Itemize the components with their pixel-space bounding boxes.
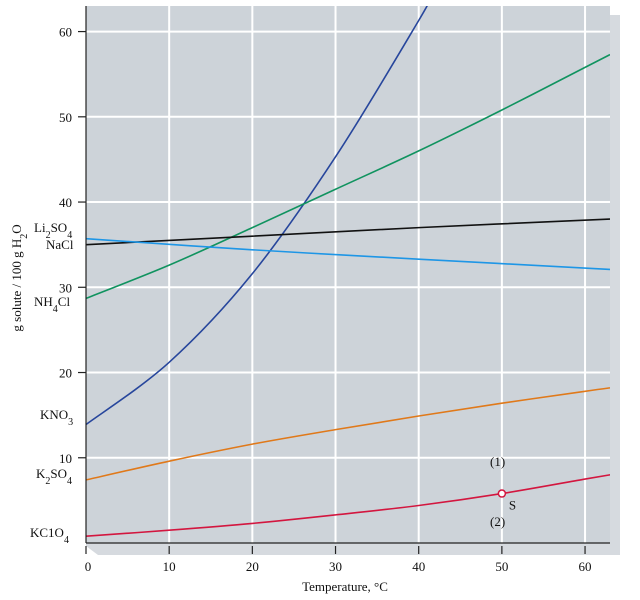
tick-labels: 10 20 30 40 50 60 0 10 20 30 40 50 60 (59, 25, 592, 574)
label-nacl: NaCl (46, 237, 74, 252)
series-line-kclo4 (86, 474, 610, 537)
label-k2so4: K2SO4 (36, 466, 72, 487)
x-axis-title: Temperature, °C (302, 579, 388, 594)
plot-background (86, 6, 610, 543)
x-tick-label-30: 30 (329, 559, 342, 574)
x-tick-label-60: 60 (579, 559, 592, 574)
label-nh4cl: NH4Cl (34, 294, 70, 315)
axes (78, 6, 610, 554)
series-line-li2so4 (86, 218, 610, 246)
x-tick-label-40: 40 (412, 559, 425, 574)
series-line-k2so4 (86, 387, 610, 481)
y-tick-label-50: 50 (59, 110, 72, 125)
y-tick-label-20: 20 (59, 366, 72, 381)
grid-lines (86, 6, 610, 543)
series-lines (86, 6, 610, 537)
y-tick-label-40: 40 (59, 195, 72, 210)
label-li2so4: Li2SO4 (34, 220, 72, 241)
x-tick-label-0: 0 (85, 559, 92, 574)
label-kclo4: KC1O4 (30, 525, 69, 546)
y-tick-label-30: 30 (59, 280, 72, 295)
x-tick-label-20: 20 (246, 559, 259, 574)
label-kno3: KNO3 (40, 407, 73, 428)
y-tick-label-10: 10 (59, 451, 72, 466)
region-2-label: (2) (490, 514, 505, 529)
region-1-label: (1) (490, 454, 505, 469)
point-s-marker (497, 489, 507, 498)
y-axis-title: g solute / 100 g H2O (9, 224, 30, 331)
x-tick-label-10: 10 (163, 559, 176, 574)
series-line-nh4cl (86, 53, 610, 300)
point-s-label: S (509, 498, 516, 513)
series-line-nacl (86, 237, 610, 271)
series-line-kno3 (86, 6, 428, 426)
x-tick-label-50: 50 (495, 559, 508, 574)
y-tick-label-60: 60 (59, 25, 72, 40)
